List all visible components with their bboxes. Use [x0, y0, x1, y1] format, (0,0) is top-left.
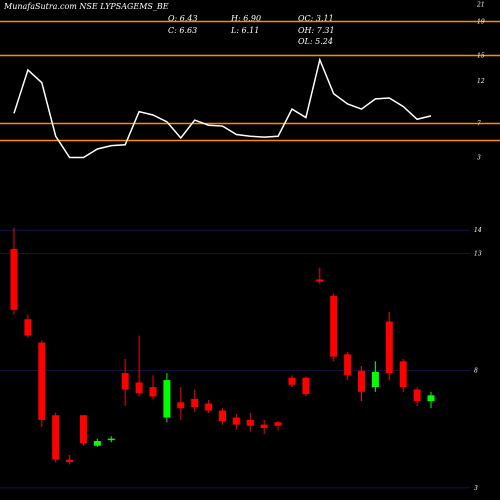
candle-body: [121, 373, 129, 390]
price-tick-label: 8: [474, 368, 478, 375]
oc-value: OC: 3.11: [298, 14, 334, 23]
candle-body: [66, 459, 74, 463]
candle-body: [191, 398, 199, 408]
candle-body: [135, 382, 143, 393]
candle-body: [358, 370, 365, 392]
candle-body: [316, 279, 324, 282]
candle-body: [344, 354, 352, 376]
high-value: H: 6.90: [231, 14, 262, 23]
candle-body: [385, 321, 393, 374]
candle-body: [205, 403, 213, 411]
candle-body: [260, 424, 268, 429]
price-tick-label: 3: [474, 485, 478, 492]
candle-body: [413, 389, 421, 402]
candle-body: [302, 377, 310, 395]
candle-body: [107, 438, 115, 441]
indicator-tick-label: 7: [477, 121, 481, 128]
price-tick-label: 13: [474, 251, 482, 258]
candle-body: [371, 371, 379, 388]
candle-body: [232, 417, 240, 425]
candle-body: [80, 415, 87, 444]
low-value: L: 6.11: [231, 26, 260, 35]
candle-body: [52, 415, 60, 460]
candle-body: [93, 441, 101, 446]
price-tick-label: 14: [474, 227, 482, 234]
candle-body: [38, 342, 46, 420]
indicator-tick-label: 3: [477, 155, 481, 162]
indicator-tick-label: 21: [476, 2, 485, 9]
candle-body: [24, 319, 32, 336]
oh-value: OH: 7.31: [298, 26, 335, 35]
indicator-tick-label: 12: [477, 78, 485, 85]
candle-body: [10, 248, 18, 310]
candle-body: [399, 361, 407, 388]
candle-body: [149, 387, 157, 397]
indicator-series-line: [13, 57, 432, 159]
candle-body: [427, 395, 435, 402]
candle-body: [330, 295, 338, 357]
ol-value: OL: 5.24: [298, 37, 333, 46]
indicator-tick-label: 15: [477, 53, 485, 60]
indicator-tick-label: 19: [477, 19, 485, 26]
candle-body: [177, 402, 185, 409]
candle-body: [246, 419, 254, 426]
open-value: O: 6.43: [168, 14, 198, 23]
chart-title: MunafaSutra.com NSE LYPSAGEMS_BE: [4, 2, 169, 11]
close-value: C: 6.63: [168, 26, 198, 35]
candle-body: [274, 422, 282, 426]
candle-body: [288, 377, 296, 385]
candle-body: [219, 410, 226, 422]
candle-body: [163, 380, 171, 418]
